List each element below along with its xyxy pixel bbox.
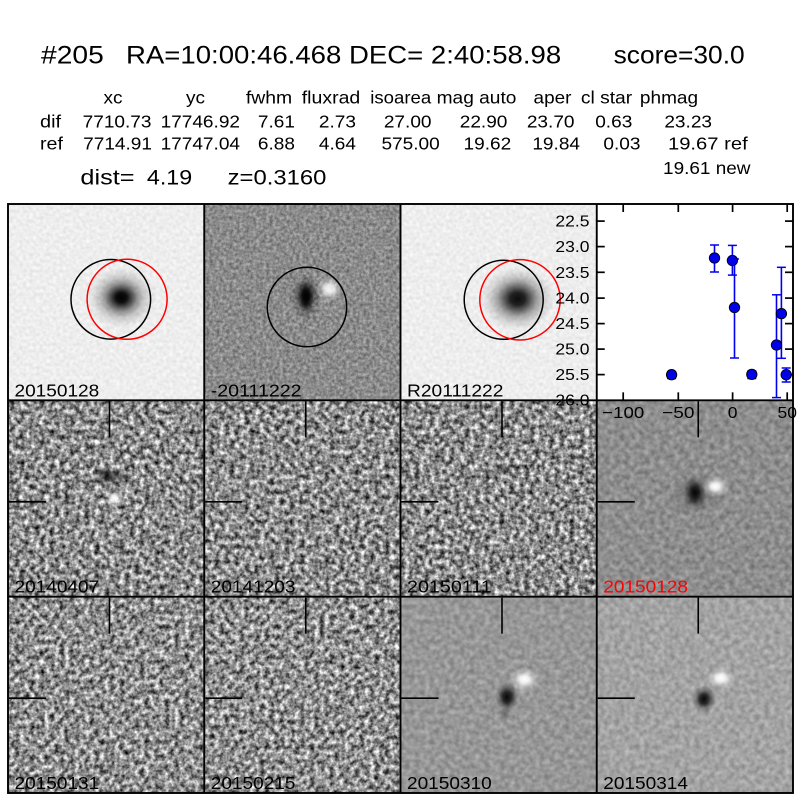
svg-text:#205: #205 [41,41,104,69]
svg-text:ref: ref [40,134,64,154]
svg-text:isoarea: isoarea [370,88,432,107]
svg-text:mag auto: mag auto [437,87,517,107]
svg-text:20150310: 20150310 [407,773,492,793]
svg-text:22.90: 22.90 [460,111,508,131]
svg-text:20140407: 20140407 [15,576,100,596]
svg-text:23.70: 23.70 [527,111,575,131]
svg-text:20150128: 20150128 [603,576,688,596]
svg-text:fluxrad: fluxrad [302,87,361,107]
svg-text:R20111222: R20111222 [407,380,503,400]
svg-text:20150131: 20150131 [15,773,100,793]
svg-text:7710.73: 7710.73 [83,111,152,131]
svg-text:0: 0 [728,404,738,422]
svg-text:20150111: 20150111 [407,577,492,597]
svg-text:22.5: 22.5 [555,212,589,230]
svg-text:24.0: 24.0 [555,289,589,307]
svg-text:17747.04: 17747.04 [161,133,240,153]
svg-text:19.62: 19.62 [464,133,512,153]
svg-text:20150215: 20150215 [211,773,296,793]
svg-text:20141203: 20141203 [211,576,296,596]
svg-text:z=0.3160: z=0.3160 [228,166,327,190]
svg-text:2.73: 2.73 [319,111,356,131]
svg-text:575.00: 575.00 [381,133,439,153]
svg-text:50: 50 [777,404,796,422]
svg-text:7714.91: 7714.91 [83,133,152,153]
svg-text:yc: yc [186,87,205,107]
svg-text:−50: −50 [662,403,695,421]
svg-text:xc: xc [103,87,122,107]
svg-text:19.67 ref: 19.67 ref [668,135,749,154]
svg-text:0.63: 0.63 [595,111,632,131]
svg-text:19.84: 19.84 [532,133,580,153]
svg-text:25.0: 25.0 [555,340,589,358]
svg-text:RA=10:00:46.468 DEC= 2:40:58.9: RA=10:00:46.468 DEC= 2:40:58.98 [126,41,561,69]
svg-text:0.03: 0.03 [603,133,640,153]
svg-text:phmag: phmag [640,87,698,107]
svg-text:-20111222: -20111222 [211,380,302,400]
svg-text:24.5: 24.5 [555,315,589,333]
svg-text:fwhm: fwhm [246,87,292,107]
svg-text:4.64: 4.64 [319,133,356,153]
svg-text:dist=: dist= [80,165,134,189]
svg-text:27.00: 27.00 [384,111,432,131]
svg-text:26.0: 26.0 [555,391,589,409]
svg-text:23.23: 23.23 [664,111,712,131]
svg-text:23.5: 23.5 [555,264,589,282]
svg-text:19.61 new: 19.61 new [663,157,751,177]
svg-text:20150128: 20150128 [15,380,100,400]
svg-text:score=30.0: score=30.0 [614,42,745,69]
svg-text:6.88: 6.88 [258,133,295,153]
svg-text:−100: −100 [602,403,644,421]
svg-text:25.5: 25.5 [555,366,589,384]
svg-text:23.0: 23.0 [555,238,589,256]
svg-text:dif: dif [40,112,62,132]
svg-text:cl star: cl star [581,87,632,107]
svg-text:aper: aper [534,87,572,107]
svg-text:4.19: 4.19 [147,165,192,189]
svg-text:7.61: 7.61 [258,111,295,131]
svg-text:17746.92: 17746.92 [161,111,240,131]
svg-text:20150314: 20150314 [603,773,688,793]
